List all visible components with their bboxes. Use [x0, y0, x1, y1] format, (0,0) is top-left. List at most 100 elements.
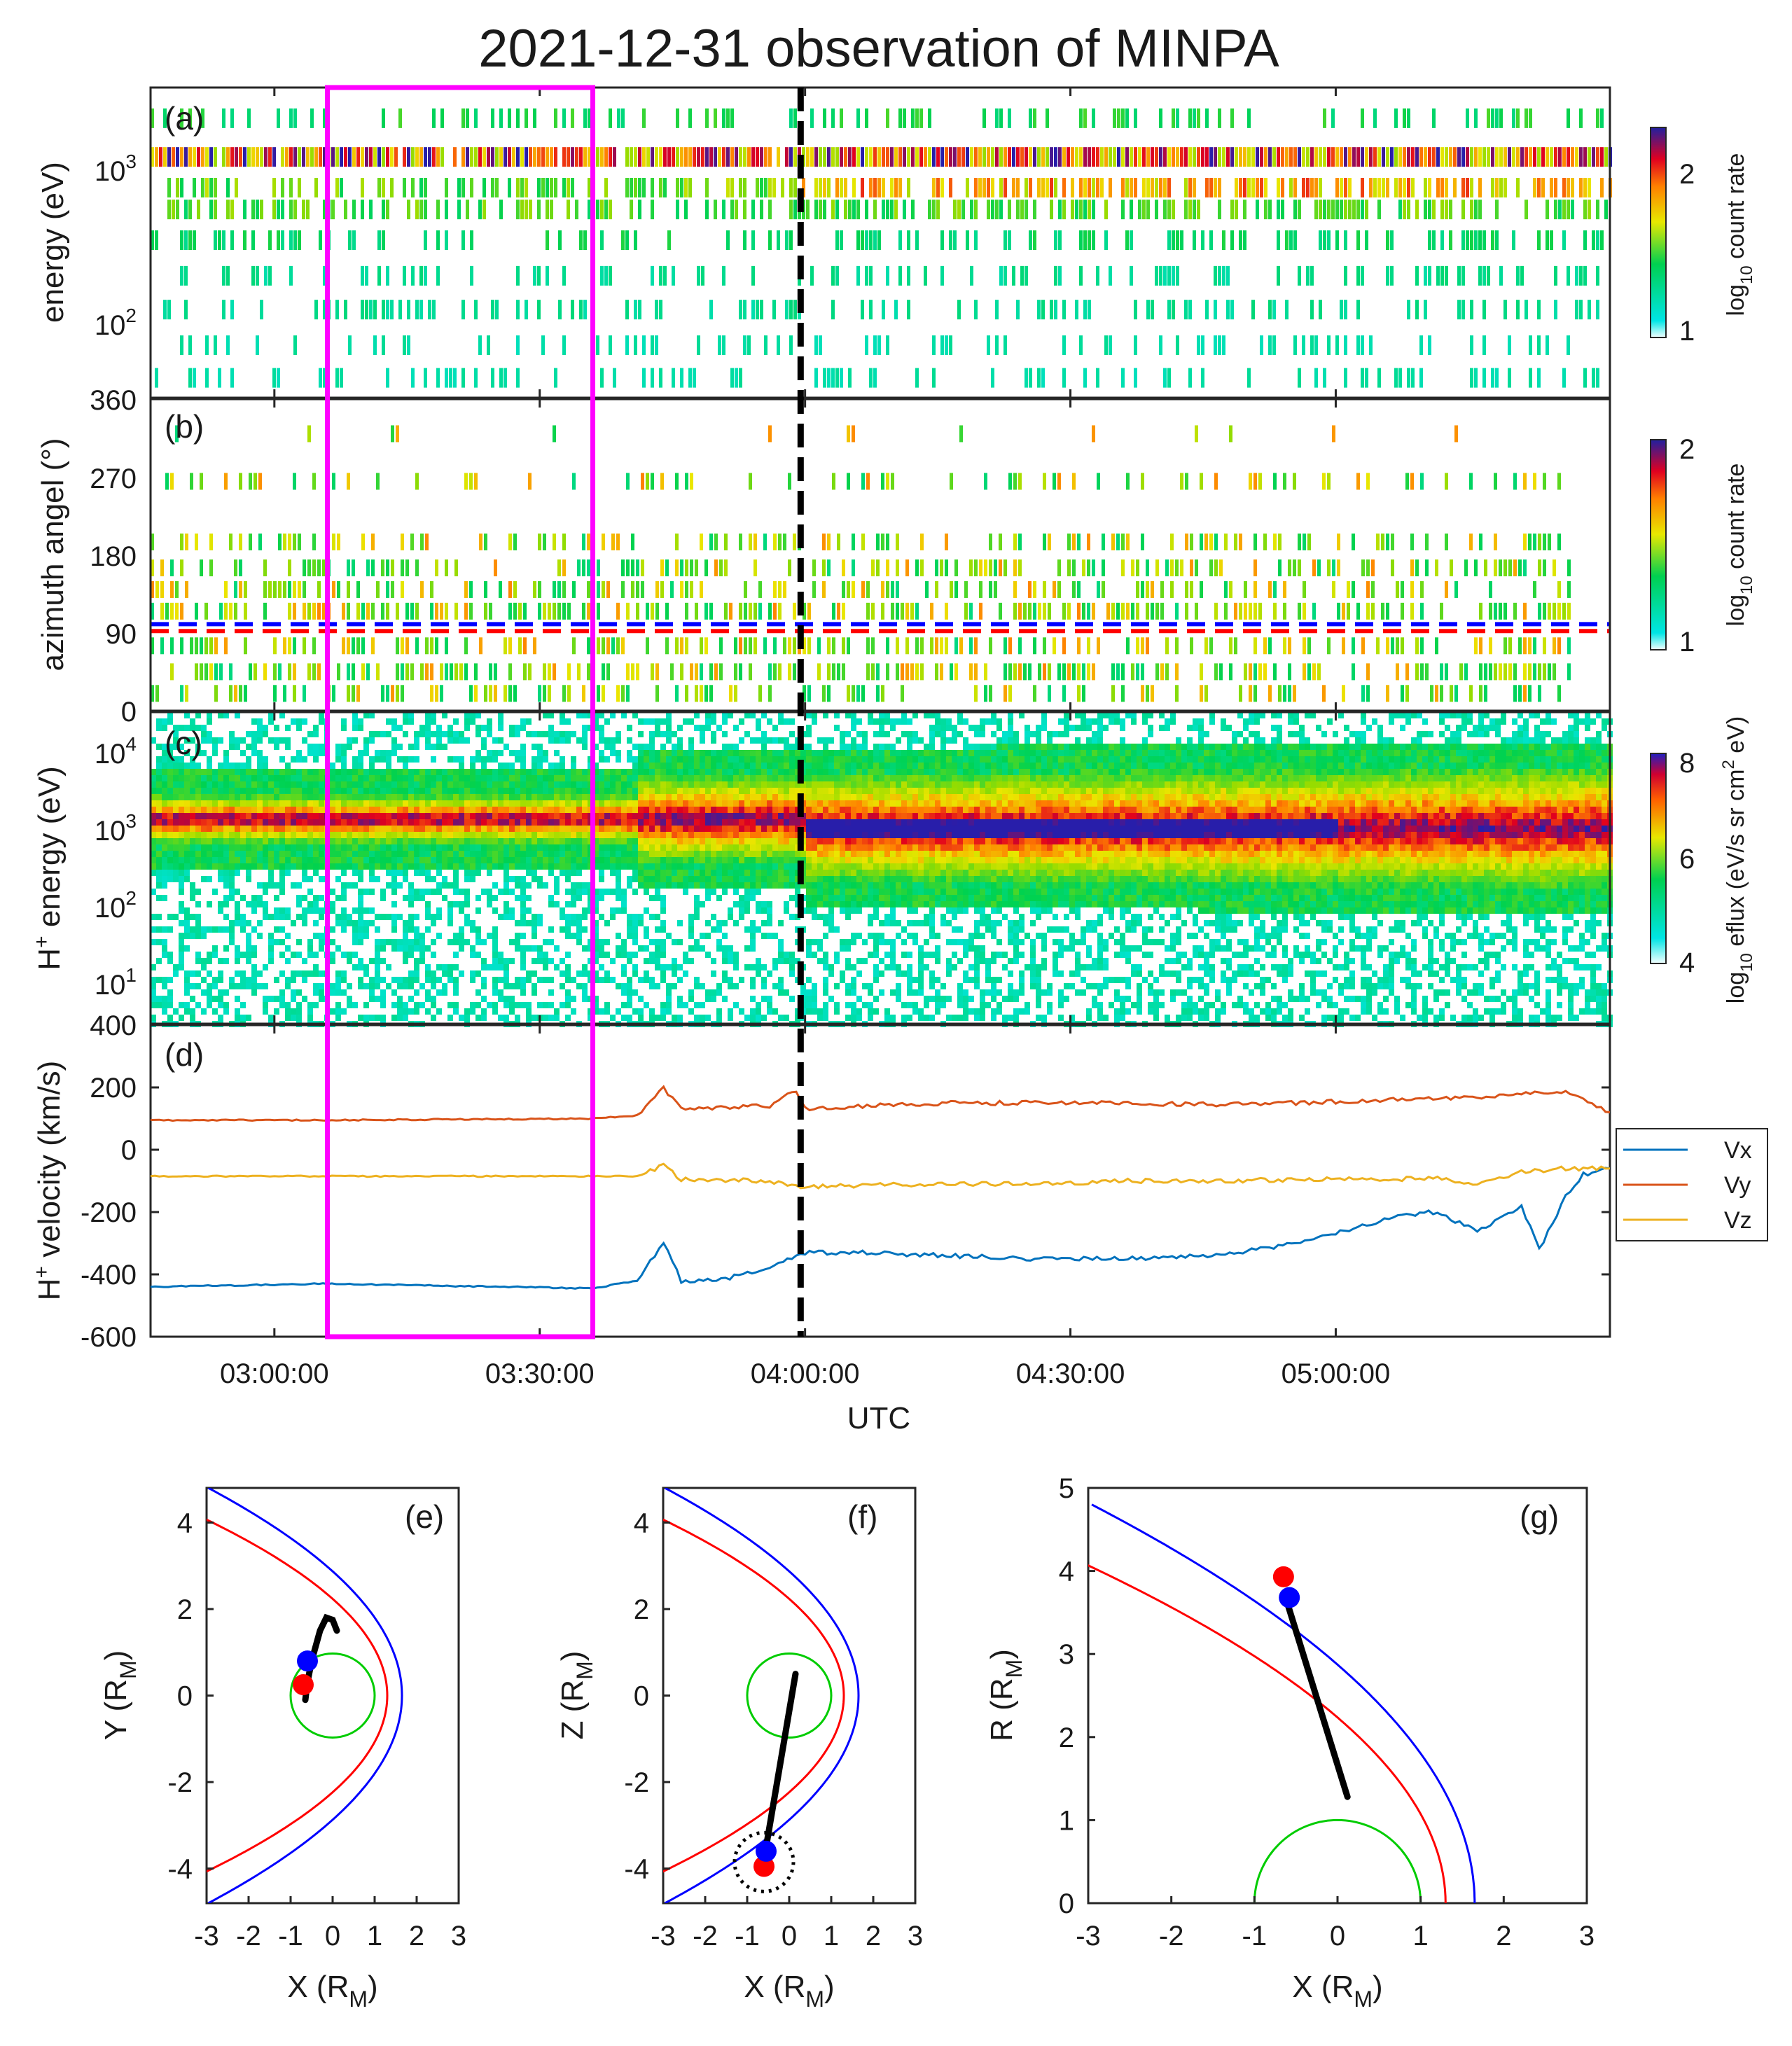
spectrogram-cell	[1352, 533, 1355, 550]
spectrogram-cell	[436, 832, 442, 838]
spectrogram-cell	[1335, 147, 1339, 167]
spectrogram-cell	[520, 178, 524, 198]
spectrogram-cell	[212, 832, 218, 838]
spectrogram-cell	[223, 901, 229, 907]
spectrogram-cell	[1484, 559, 1487, 577]
spectrogram-cell	[532, 914, 537, 920]
spectrogram-cell	[856, 147, 860, 167]
spectrogram-cell	[344, 300, 347, 320]
spectrogram-cell	[529, 147, 532, 167]
spectrogram-cell	[173, 819, 179, 826]
spectrogram-cell	[478, 147, 482, 167]
spectrogram-cell	[503, 996, 509, 1002]
spectrogram-cell	[347, 737, 352, 744]
spectrogram-cell	[436, 788, 442, 794]
spectrogram-cell	[195, 637, 198, 655]
spectrogram-cell	[341, 889, 347, 895]
spectrogram-cell	[481, 838, 487, 844]
spectrogram-cell	[425, 826, 431, 832]
spectrogram-cell	[763, 637, 767, 655]
spectrogram-cell	[151, 819, 156, 826]
spectrogram-cell	[447, 781, 453, 788]
spectrogram-cell	[676, 108, 679, 128]
spectrogram-cell	[1226, 300, 1230, 320]
spectrogram-cell	[358, 769, 363, 775]
spectrogram-cell	[1293, 335, 1297, 356]
spectrogram-cell	[1109, 178, 1112, 198]
spectrogram-cell	[341, 750, 347, 756]
spectrogram-cell	[190, 807, 195, 813]
spectrogram-cell	[565, 857, 571, 863]
spectrogram-cell	[180, 147, 183, 167]
spectrogram-cell	[401, 685, 404, 702]
spectrogram-cell	[995, 300, 999, 320]
spectrogram-cell	[1141, 580, 1144, 598]
spectrogram-cell	[425, 807, 431, 813]
spectrogram-cell	[554, 826, 560, 832]
spectrogram-cell	[1190, 533, 1193, 550]
spectrogram-cell	[1562, 368, 1566, 388]
spectrogram-cell	[705, 147, 709, 167]
spectrogram-cell	[1604, 200, 1608, 220]
spectrogram-cell	[793, 533, 796, 550]
spectrogram-cell	[554, 775, 560, 781]
spectrogram-cell	[151, 781, 156, 788]
spectrogram-cell	[307, 1008, 313, 1015]
spectrogram-cell	[554, 763, 560, 769]
spectrogram-cell	[408, 952, 414, 958]
spectrogram-cell	[313, 970, 319, 977]
spectrogram-cell	[240, 863, 246, 870]
spectrogram-cell	[1092, 602, 1095, 620]
spectrogram-cell	[638, 147, 641, 167]
spectrogram-cell	[1253, 533, 1257, 550]
spectrogram-cell	[526, 851, 532, 857]
spectrogram-cell	[408, 781, 414, 788]
spectrogram-cell	[229, 895, 235, 901]
spectrogram-cell	[1499, 265, 1503, 286]
spectrogram-cell	[425, 907, 431, 914]
spectrogram-cell	[470, 718, 475, 725]
spectrogram-cell	[793, 663, 796, 681]
spectrogram-cell	[459, 737, 464, 744]
spectrogram-cell	[1579, 147, 1583, 167]
spectrogram-cell	[688, 147, 692, 167]
spectrogram-cell	[285, 769, 291, 775]
spectrogram-cell	[251, 989, 257, 996]
spectrogram-cell	[352, 685, 355, 702]
spectrogram-cell	[599, 750, 604, 756]
spectrogram-cell	[1361, 685, 1365, 702]
spectrogram-cell	[1018, 533, 1022, 550]
spectrogram-cell	[498, 832, 503, 838]
spectrogram-cell	[604, 788, 610, 794]
spectrogram-cell	[234, 602, 237, 620]
spectrogram-cell	[520, 788, 526, 794]
spectrogram-cell	[1356, 602, 1360, 620]
spectrogram-cell	[234, 559, 237, 577]
spectrogram-cell	[701, 147, 704, 167]
spectrogram-cell	[548, 819, 554, 826]
spectrogram-cell	[503, 863, 509, 870]
spectrogram-cell	[1474, 559, 1478, 577]
spectrogram-cell	[1251, 147, 1255, 167]
spectrogram-cell	[224, 637, 228, 655]
spectrogram-cell	[593, 800, 599, 807]
spectrogram-cell	[352, 200, 356, 220]
spectrogram-cell	[631, 663, 634, 681]
spectrogram-cell	[1327, 335, 1331, 356]
spectrogram-cell	[1003, 685, 1007, 702]
spectrogram-cell	[548, 826, 554, 832]
spectrogram-cell	[419, 838, 425, 844]
spectrogram-cell	[436, 857, 442, 863]
spectrogram-cell	[240, 970, 246, 977]
spectrogram-cell	[891, 473, 894, 490]
spectrogram-cell	[1303, 533, 1306, 550]
spectrogram-cell	[408, 857, 414, 863]
spectrogram-cell	[503, 368, 507, 388]
spectrogram-cell	[319, 744, 324, 750]
spectrogram-cell	[1214, 473, 1218, 490]
spectrogram-cell	[1008, 108, 1011, 128]
spectrogram-cell	[251, 851, 257, 857]
spectrogram-cell	[369, 756, 375, 763]
spectrogram-cell	[1131, 602, 1134, 620]
spectrogram-cell	[246, 838, 251, 844]
